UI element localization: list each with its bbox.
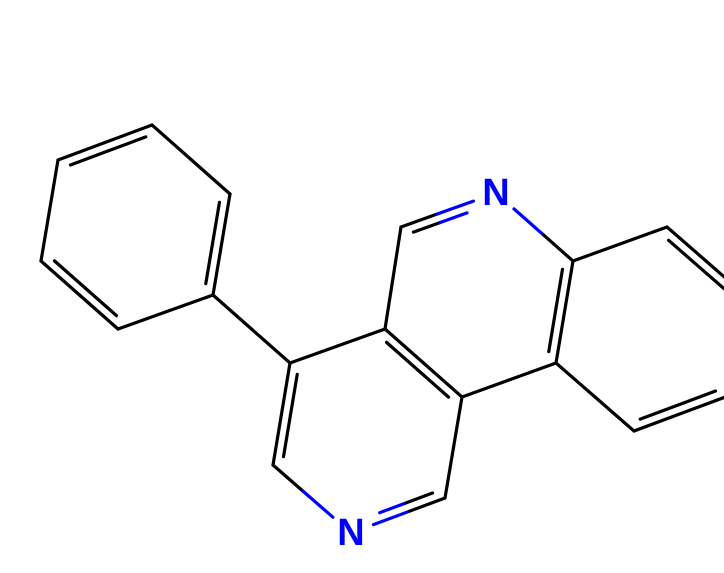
bond-segment: [213, 245, 222, 296]
bond-segment: [105, 125, 152, 143]
bond-segment: [166, 295, 214, 312]
bond-segment: [620, 227, 667, 244]
bonds-layer: [41, 125, 724, 525]
bond-segment: [290, 374, 297, 415]
bond-segment: [85, 288, 116, 315]
bond-segment: [380, 503, 406, 513]
bond-segment: [706, 261, 724, 295]
bond-segment: [385, 278, 393, 329]
atom-label-n: N: [337, 512, 364, 554]
bond-segment: [418, 370, 449, 397]
bond-segment: [406, 493, 432, 503]
bond-segment: [303, 491, 333, 517]
bond-segment: [543, 235, 573, 261]
bond-segment: [206, 243, 213, 284]
bond-segment: [669, 240, 700, 267]
bond-segment: [58, 143, 105, 161]
bond-segment: [252, 329, 291, 363]
bond-segment: [41, 211, 50, 262]
bond-segment: [387, 342, 418, 369]
bond-segment: [454, 397, 463, 448]
bond-segment: [118, 312, 166, 329]
bond-segment: [54, 261, 85, 288]
bond-segment: [634, 414, 681, 432]
bond-segment: [681, 396, 724, 414]
bond-segment: [556, 269, 563, 310]
bond-segment: [565, 261, 574, 312]
bond-segment: [440, 213, 467, 223]
bond-segment: [290, 346, 338, 363]
bond-segment: [413, 223, 440, 233]
bond-segment: [573, 244, 620, 261]
bond-segment: [222, 194, 231, 245]
bond-segment: [549, 311, 556, 352]
bond-segment: [556, 312, 565, 363]
bond-segment: [284, 415, 291, 456]
bond-segment: [213, 295, 252, 329]
bond-segment: [273, 414, 282, 465]
bond-segment: [393, 227, 401, 278]
atom-label-n: N: [482, 172, 509, 214]
bond-segment: [191, 160, 230, 195]
bond-segment: [338, 329, 386, 346]
bond-segment: [556, 363, 595, 397]
bond-segment: [273, 465, 303, 491]
bond-segment: [595, 397, 634, 431]
bond-segment: [509, 363, 556, 380]
bond-segment: [213, 202, 220, 243]
bond-segment: [50, 160, 59, 211]
bond-segment: [514, 209, 544, 235]
bond-segment: [462, 380, 509, 397]
bond-segment: [152, 125, 191, 160]
bond-segment: [282, 363, 291, 414]
bond-segment: [445, 448, 454, 499]
molecule-canvas: NN: [0, 0, 724, 573]
